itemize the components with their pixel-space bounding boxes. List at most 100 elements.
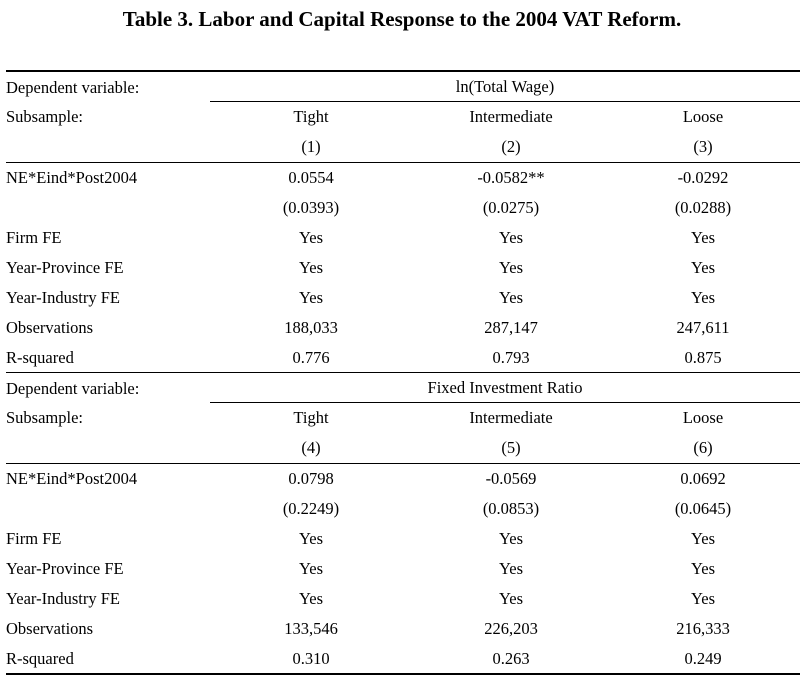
observations-cell: 226,203	[484, 618, 538, 638]
dependent-variable-name-text: Fixed Investment Ratio	[210, 373, 800, 404]
year-province-fe-cell: Yes	[690, 257, 715, 277]
coefficient-row: NE*Eind*Post2004 0.0798 -0.0569 0.0692	[6, 462, 800, 494]
subsample-cell: Loose	[682, 107, 724, 127]
r-squared-label: R-squared	[6, 347, 74, 367]
subsample-cell: Intermediate	[469, 107, 553, 127]
standard-error-cell: (0.0393)	[282, 198, 340, 218]
year-province-fe-cell: Yes	[690, 558, 715, 578]
firm-fe-label: Firm FE	[6, 529, 62, 549]
observations-cell: 247,611	[676, 317, 730, 337]
r-squared-cell: 0.776	[292, 347, 330, 367]
coefficient-label: NE*Eind*Post2004	[6, 161, 206, 193]
standard-error-cell: (0.0275)	[482, 198, 540, 218]
subsample-cell: Tight	[293, 408, 329, 428]
year-industry-fe-cell: Yes	[690, 588, 715, 608]
column-number: (4)	[301, 438, 321, 458]
r-squared-row: R-squared 0.776 0.793 0.875	[6, 342, 800, 372]
coefficient-row: NE*Eind*Post2004 0.0554 -0.0582** -0.029…	[6, 161, 800, 193]
coefficient-cell: -0.0292	[606, 161, 800, 193]
year-province-fe-label: Year-Province FE	[6, 257, 124, 277]
standard-error-cell: (0.0288)	[674, 198, 732, 218]
coefficient-cell: -0.0582**	[416, 161, 606, 193]
r-squared-row: R-squared 0.310 0.263 0.249	[6, 643, 800, 676]
observations-label: Observations	[6, 317, 94, 337]
dependent-variable-row: Dependent variable: Fixed Investment Rat…	[6, 372, 800, 404]
standard-error-cell: (0.0853)	[482, 499, 540, 519]
year-province-fe-row: Year-Province FE Yes Yes Yes	[6, 252, 800, 282]
year-province-fe-label: Year-Province FE	[6, 558, 124, 578]
dependent-variable-row: Dependent variable: ln(Total Wage)	[6, 70, 800, 102]
firm-fe-cell: Yes	[498, 228, 523, 247]
empty-cell	[6, 494, 206, 524]
firm-fe-cell: Yes	[498, 529, 523, 549]
column-number-row: (1) (2) (3)	[6, 132, 800, 162]
subsample-row: Subsample: Tight Intermediate Loose	[6, 403, 800, 433]
subsample-row: Subsample: Tight Intermediate Loose	[6, 102, 800, 132]
r-squared-cell: 0.249	[606, 643, 800, 676]
year-province-fe-cell: Yes	[298, 558, 323, 578]
regression-table: Dependent variable: ln(Total Wage) Subsa…	[6, 70, 800, 676]
standard-error-cell: (0.2249)	[282, 499, 340, 519]
firm-fe-label: Firm FE	[6, 228, 62, 247]
year-industry-fe-cell: Yes	[498, 588, 523, 608]
empty-cell	[6, 193, 206, 223]
dependent-variable-name: ln(Total Wage)	[206, 70, 800, 102]
year-industry-fe-label: Year-Industry FE	[6, 588, 120, 608]
column-number: (6)	[693, 438, 713, 458]
r-squared-cell: 0.310	[206, 643, 416, 676]
observations-cell: 188,033	[284, 317, 338, 337]
r-squared-cell: 0.263	[416, 643, 606, 676]
year-industry-fe-cell: Yes	[498, 287, 523, 307]
standard-error-row: (0.2249) (0.0853) (0.0645)	[6, 494, 800, 524]
year-province-fe-cell: Yes	[498, 257, 523, 277]
firm-fe-cell: Yes	[298, 529, 323, 549]
subsample-cell: Intermediate	[469, 408, 553, 428]
subsample-cell: Loose	[682, 408, 724, 428]
year-industry-fe-cell: Yes	[298, 588, 323, 608]
year-industry-fe-cell: Yes	[298, 287, 323, 307]
coefficient-label: NE*Eind*Post2004	[6, 462, 206, 494]
dependent-variable-label: Dependent variable:	[6, 70, 206, 102]
dependent-variable-name-text: ln(Total Wage)	[210, 72, 800, 102]
firm-fe-row: Firm FE Yes Yes Yes	[6, 223, 800, 253]
firm-fe-cell: Yes	[690, 529, 715, 549]
r-squared-label: R-squared	[6, 643, 206, 676]
coefficient-cell: 0.0692	[606, 462, 800, 494]
subsample-label: Subsample:	[6, 107, 83, 127]
dependent-variable-name: Fixed Investment Ratio	[206, 372, 800, 404]
subsample-cell: Tight	[293, 107, 329, 127]
dependent-variable-label: Dependent variable:	[6, 372, 206, 404]
column-number: (5)	[501, 438, 521, 458]
year-province-fe-row: Year-Province FE Yes Yes Yes	[6, 553, 800, 583]
observations-row: Observations 188,033 287,147 247,611	[6, 312, 800, 342]
column-number-row: (4) (5) (6)	[6, 433, 800, 463]
coefficient-cell: 0.0798	[206, 462, 416, 494]
subsample-label: Subsample:	[6, 408, 83, 428]
observations-cell: 216,333	[676, 618, 730, 638]
standard-error-cell: (0.0645)	[674, 499, 732, 519]
table-title: Table 3. Labor and Capital Response to t…	[122, 7, 682, 31]
firm-fe-cell: Yes	[298, 228, 323, 247]
year-province-fe-cell: Yes	[498, 558, 523, 578]
year-province-fe-cell: Yes	[298, 257, 323, 277]
firm-fe-cell: Yes	[690, 228, 715, 247]
column-number: (1)	[301, 137, 321, 157]
column-number: (2)	[501, 137, 521, 157]
coefficient-cell: -0.0569	[416, 462, 606, 494]
observations-cell: 133,546	[284, 618, 338, 638]
year-industry-fe-row: Year-Industry FE Yes Yes Yes	[6, 282, 800, 312]
r-squared-cell: 0.793	[492, 347, 530, 367]
year-industry-fe-label: Year-Industry FE	[6, 287, 120, 307]
observations-cell: 287,147	[484, 317, 538, 337]
r-squared-cell: 0.875	[684, 347, 722, 367]
empty-cell	[6, 433, 206, 463]
year-industry-fe-row: Year-Industry FE Yes Yes Yes	[6, 583, 800, 613]
coefficient-cell: 0.0554	[206, 161, 416, 193]
column-number: (3)	[693, 137, 713, 157]
firm-fe-row: Firm FE Yes Yes Yes	[6, 524, 800, 554]
observations-row: Observations 133,546 226,203 216,333	[6, 613, 800, 643]
observations-label: Observations	[6, 618, 94, 638]
year-industry-fe-cell: Yes	[690, 287, 715, 307]
empty-cell	[6, 132, 206, 162]
standard-error-row: (0.0393) (0.0275) (0.0288)	[6, 193, 800, 223]
